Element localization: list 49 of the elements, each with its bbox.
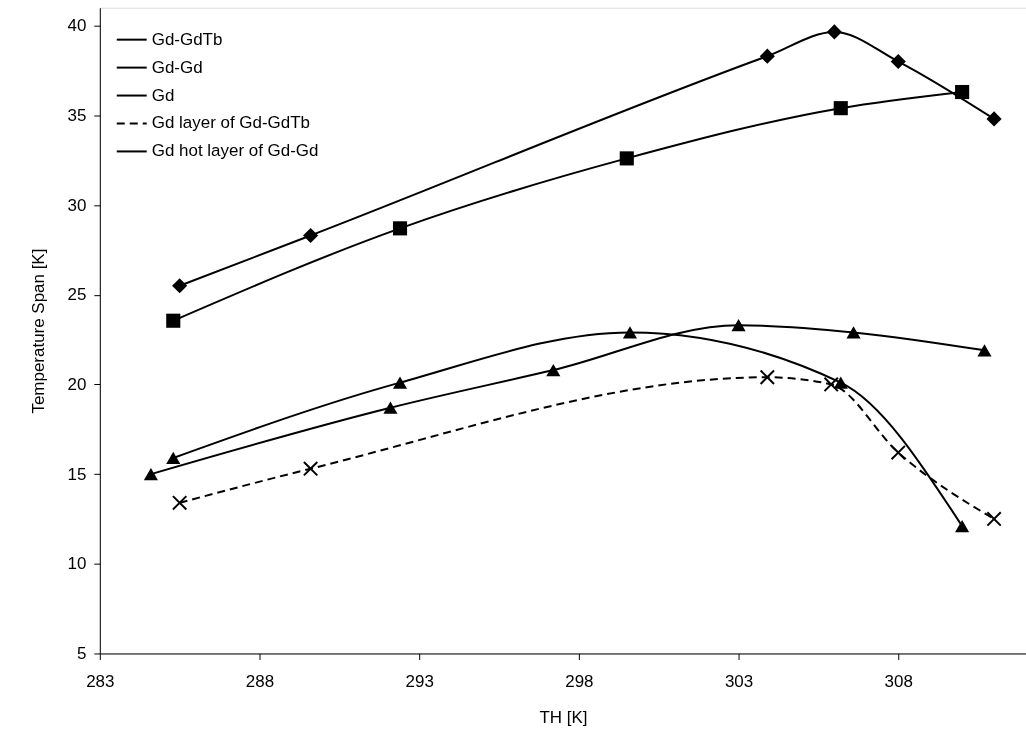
legend-label: Gd-Gd [151, 57, 203, 77]
point [622, 326, 638, 339]
y-axis-title: Temperature Span [K] [28, 248, 48, 414]
point [392, 376, 408, 389]
point [986, 111, 1002, 127]
legend-label: Gd layer of Gd-GdTb [151, 113, 310, 133]
point [303, 227, 319, 244]
y-tick-label: 40 [67, 16, 87, 36]
x-tick-label: 283 [86, 671, 115, 691]
point [890, 444, 906, 461]
point [546, 363, 561, 377]
point [977, 344, 992, 357]
y-tick-label: 15 [67, 464, 87, 484]
point [172, 278, 188, 294]
point [826, 24, 842, 40]
point [846, 326, 861, 339]
point [759, 369, 775, 385]
x-tick-label: 298 [565, 671, 594, 691]
point [833, 376, 848, 389]
x-tick-label: 293 [405, 671, 434, 691]
y-tick-label: 35 [67, 105, 87, 125]
y-tick-label: 5 [76, 643, 87, 663]
point [823, 376, 839, 393]
point [619, 151, 634, 166]
point [759, 48, 775, 64]
legend-label: Gd hot layer of Gd-Gd [151, 141, 319, 161]
x-tick-label: 308 [884, 671, 913, 691]
point [383, 401, 398, 414]
point [833, 101, 848, 116]
point [166, 313, 181, 328]
y-tick-label: 30 [67, 195, 87, 215]
point [955, 84, 970, 100]
point [890, 53, 906, 70]
point [986, 511, 1002, 527]
y-tick-label: 25 [67, 285, 87, 305]
y-tick-label: 20 [67, 374, 87, 394]
point [731, 319, 746, 332]
point [171, 495, 188, 511]
point [166, 451, 181, 465]
point [955, 519, 970, 533]
point [143, 467, 158, 481]
legend-label: Gd-GdTb [151, 29, 223, 49]
point [392, 221, 408, 236]
x-tick-label: 288 [245, 671, 275, 691]
x-tick-label: 303 [724, 671, 754, 691]
legend-label: Gd [151, 85, 175, 105]
point [302, 461, 319, 477]
x-axis-title: TH [K] [539, 707, 588, 727]
y-tick-label: 10 [67, 554, 87, 574]
